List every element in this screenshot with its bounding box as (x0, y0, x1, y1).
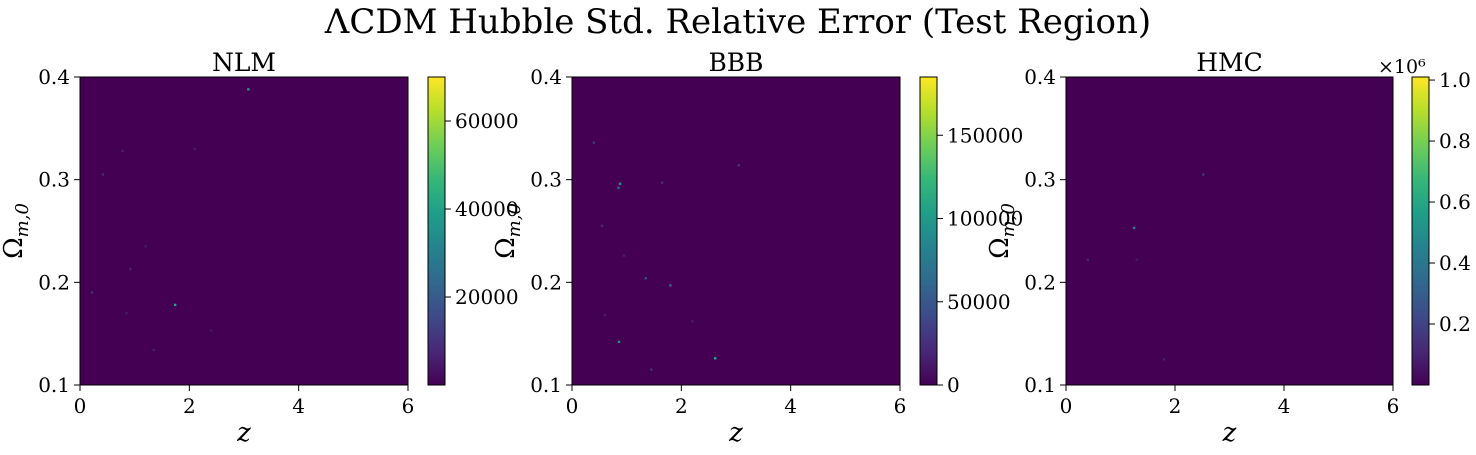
y-tick-label: 0.4 (530, 65, 562, 89)
x-tick-label: 4 (292, 394, 305, 418)
heatmap-cell (669, 284, 672, 287)
panel-title: NLM (212, 48, 276, 77)
y-tick-label: 0.1 (38, 373, 70, 397)
heatmap-cell (125, 311, 128, 315)
x-tick-label: 0 (1060, 394, 1073, 418)
colorbar (920, 77, 937, 385)
heatmap-background (80, 77, 408, 385)
heatmap-cell (600, 224, 604, 228)
panel-nlm: NLM 0 2 4 6 0.1 0.2 0.3 0.4 z Ωm,0 20000 40000 60000 (0, 48, 519, 448)
y-tick-label: 0.4 (1024, 65, 1056, 89)
y-tick-label: 0.2 (530, 270, 562, 294)
heatmap-cell (650, 368, 653, 371)
colorbar-frame (919, 76, 938, 386)
heatmap-cell (247, 88, 250, 91)
axes-frame (79, 76, 409, 386)
y-tick-label: 0.4 (38, 65, 70, 89)
x-tick-label: 4 (784, 394, 797, 418)
heatmap-cell (1202, 173, 1205, 176)
x-axis-label: z (236, 418, 251, 448)
colorbar-tick-label: 0 (947, 373, 960, 397)
colorbar-tick-label: 1.0 (1439, 68, 1471, 92)
heatmap-cell (210, 329, 213, 332)
axes-frame (571, 76, 901, 386)
axes-frame (1065, 76, 1394, 386)
colorbar-offset-label: ×10⁶ (1378, 56, 1426, 78)
colorbar-tick-label: 0.8 (1439, 129, 1471, 153)
colorbar-tick-label: 60000 (455, 109, 519, 133)
x-tick-label: 2 (1169, 394, 1182, 418)
colorbar (1412, 77, 1429, 385)
panel-title: HMC (1196, 48, 1263, 77)
heatmap-cell (1162, 358, 1166, 361)
x-tick-label: 0 (74, 394, 87, 418)
heatmap-cell (661, 181, 664, 184)
heatmap-cell (644, 277, 647, 280)
heatmap-background (1066, 77, 1393, 385)
y-tick-label: 0.1 (530, 373, 562, 397)
heatmap-cell (618, 182, 622, 185)
heatmap-cell (193, 147, 196, 151)
y-tick-label: 0.3 (530, 168, 562, 192)
heatmap-cell (714, 357, 717, 360)
heatmap-cell (101, 173, 105, 176)
heatmap-cell (144, 245, 147, 248)
x-tick-label: 4 (1278, 394, 1291, 418)
y-axis-label: Ωm,0 (985, 203, 1019, 259)
colorbar-frame (427, 76, 446, 386)
heatmap-cell (173, 303, 177, 307)
y-tick-label: 0.2 (1024, 270, 1056, 294)
heatmap-background (572, 77, 900, 385)
y-tick-label: 0.3 (1024, 168, 1056, 192)
colorbar-tick-label: 100000 (947, 207, 1023, 231)
colorbar-tick-label: 20000 (455, 285, 519, 309)
colorbar-frame (1411, 76, 1430, 386)
heatmap-cell (1132, 226, 1136, 230)
heatmap-cell (691, 320, 694, 323)
figure-title: ΛCDM Hubble Std. Relative Error (Test Re… (324, 2, 1152, 42)
y-tick-label: 0.1 (1024, 373, 1056, 397)
heatmap-cell (622, 254, 626, 257)
x-tick-label: 0 (566, 394, 579, 418)
heatmap-cell (617, 186, 620, 190)
heatmap-cell (1135, 258, 1139, 261)
colorbar (428, 77, 445, 385)
colorbar-tick-label: 40000 (455, 197, 519, 221)
heatmap-cell (121, 149, 124, 153)
x-tick-label: 6 (894, 394, 907, 418)
x-tick-label: 2 (183, 394, 196, 418)
heatmap-cell (152, 348, 155, 352)
x-axis-label: z (728, 418, 743, 448)
y-tick-label: 0.3 (38, 168, 70, 192)
panel-title: BBB (708, 48, 763, 77)
x-tick-label: 6 (402, 394, 415, 418)
x-tick-label: 2 (675, 394, 688, 418)
x-tick-label: 6 (1387, 394, 1400, 418)
y-tick-label: 0.2 (38, 270, 70, 294)
heatmap-cell (129, 267, 132, 271)
colorbar-tick-label: 150000 (947, 123, 1023, 147)
panel-bbb: BBB 0 2 4 6 0.1 0.2 0.3 0.4 z Ωm,0 0 50000 100000 1500… (491, 48, 1023, 448)
heatmap-cell (617, 340, 621, 344)
colorbar-tick-label: 0.2 (1439, 312, 1471, 336)
heatmap-cell (90, 291, 94, 294)
colorbar-tick-label: 0.6 (1439, 190, 1471, 214)
heatmap-cell (592, 141, 596, 144)
heatmap-cell (737, 164, 740, 167)
colorbar-tick-label: 50000 (947, 290, 1011, 314)
y-axis-label: Ωm,0 (0, 203, 33, 259)
heatmap-cell (603, 313, 606, 317)
x-axis-label: z (1222, 418, 1237, 448)
y-axis-label: Ωm,0 (491, 203, 525, 259)
heatmap-cell (1086, 258, 1089, 261)
colorbar-tick-label: 0.4 (1439, 251, 1471, 275)
